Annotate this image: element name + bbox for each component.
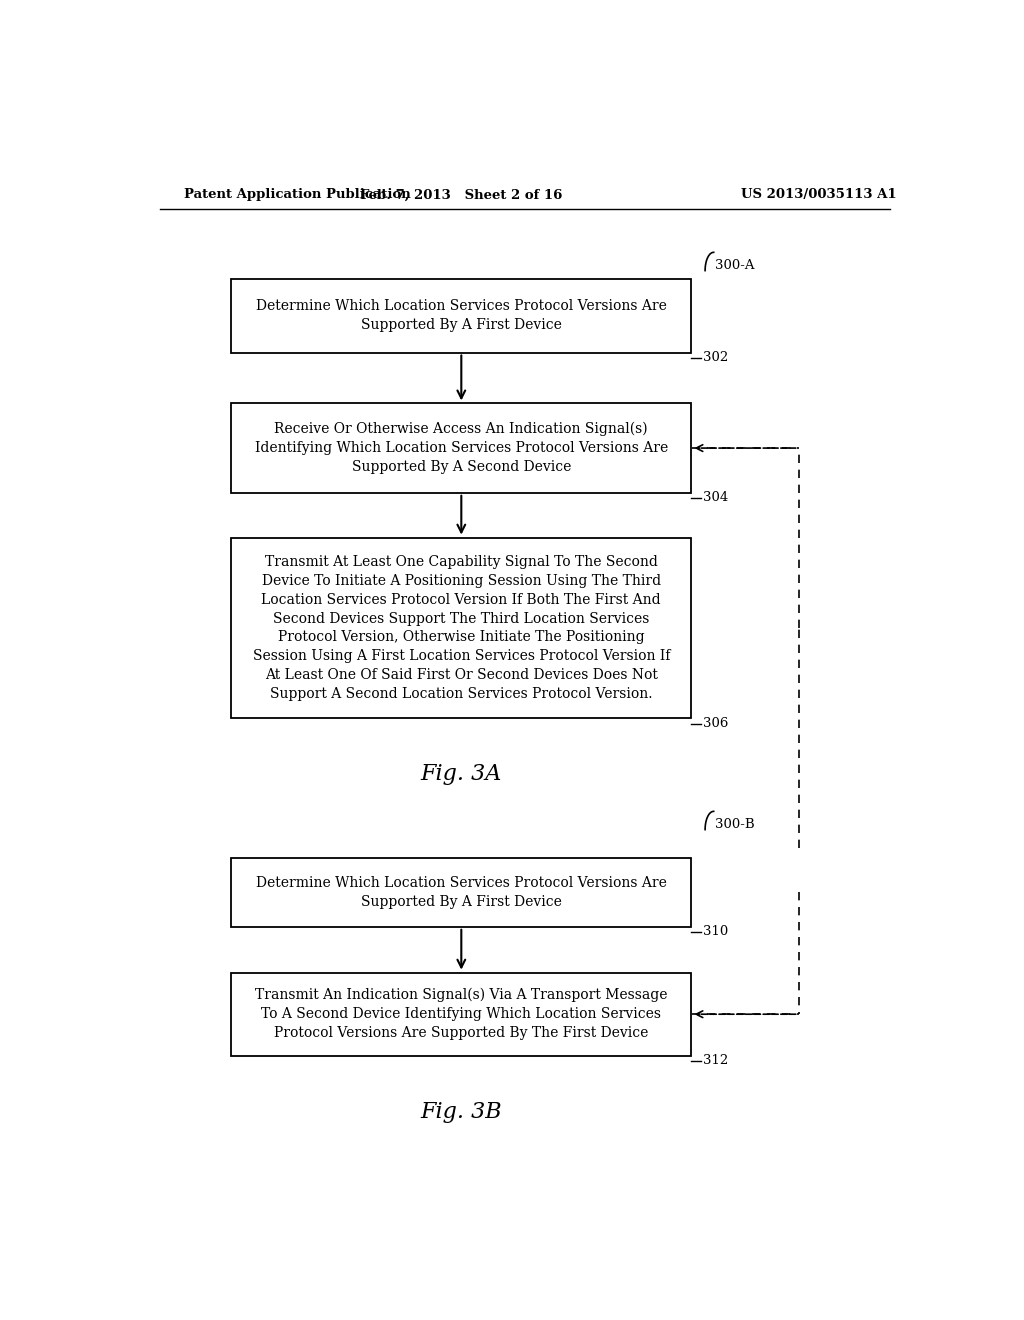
Text: US 2013/0035113 A1: US 2013/0035113 A1: [740, 189, 896, 202]
Text: Patent Application Publication: Patent Application Publication: [183, 189, 411, 202]
Text: Transmit At Least One Capability Signal To The Second
Device To Initiate A Posit: Transmit At Least One Capability Signal …: [253, 554, 670, 701]
Text: Feb. 7, 2013   Sheet 2 of 16: Feb. 7, 2013 Sheet 2 of 16: [360, 189, 562, 202]
Text: Determine Which Location Services Protocol Versions Are
Supported By A First Dev: Determine Which Location Services Protoc…: [256, 875, 667, 908]
Text: 300-A: 300-A: [715, 259, 755, 272]
Bar: [231, 537, 691, 718]
Text: Transmit An Indication Signal(s) Via A Transport Message
To A Second Device Iden: Transmit An Indication Signal(s) Via A T…: [255, 989, 668, 1040]
Text: 302: 302: [703, 351, 729, 364]
Text: 310: 310: [703, 925, 729, 939]
Text: Fig. 3A: Fig. 3A: [421, 763, 502, 785]
Text: 304: 304: [703, 491, 729, 504]
Text: 306: 306: [703, 717, 729, 730]
Bar: [231, 404, 691, 492]
Bar: [231, 858, 691, 927]
Bar: [231, 280, 691, 352]
Text: 300-B: 300-B: [715, 817, 755, 830]
Text: Fig. 3B: Fig. 3B: [421, 1101, 502, 1123]
Text: Determine Which Location Services Protocol Versions Are
Supported By A First Dev: Determine Which Location Services Protoc…: [256, 300, 667, 333]
Bar: [231, 973, 691, 1056]
Text: 312: 312: [703, 1055, 729, 1068]
Text: Receive Or Otherwise Access An Indication Signal(s)
Identifying Which Location S: Receive Or Otherwise Access An Indicatio…: [255, 422, 668, 474]
